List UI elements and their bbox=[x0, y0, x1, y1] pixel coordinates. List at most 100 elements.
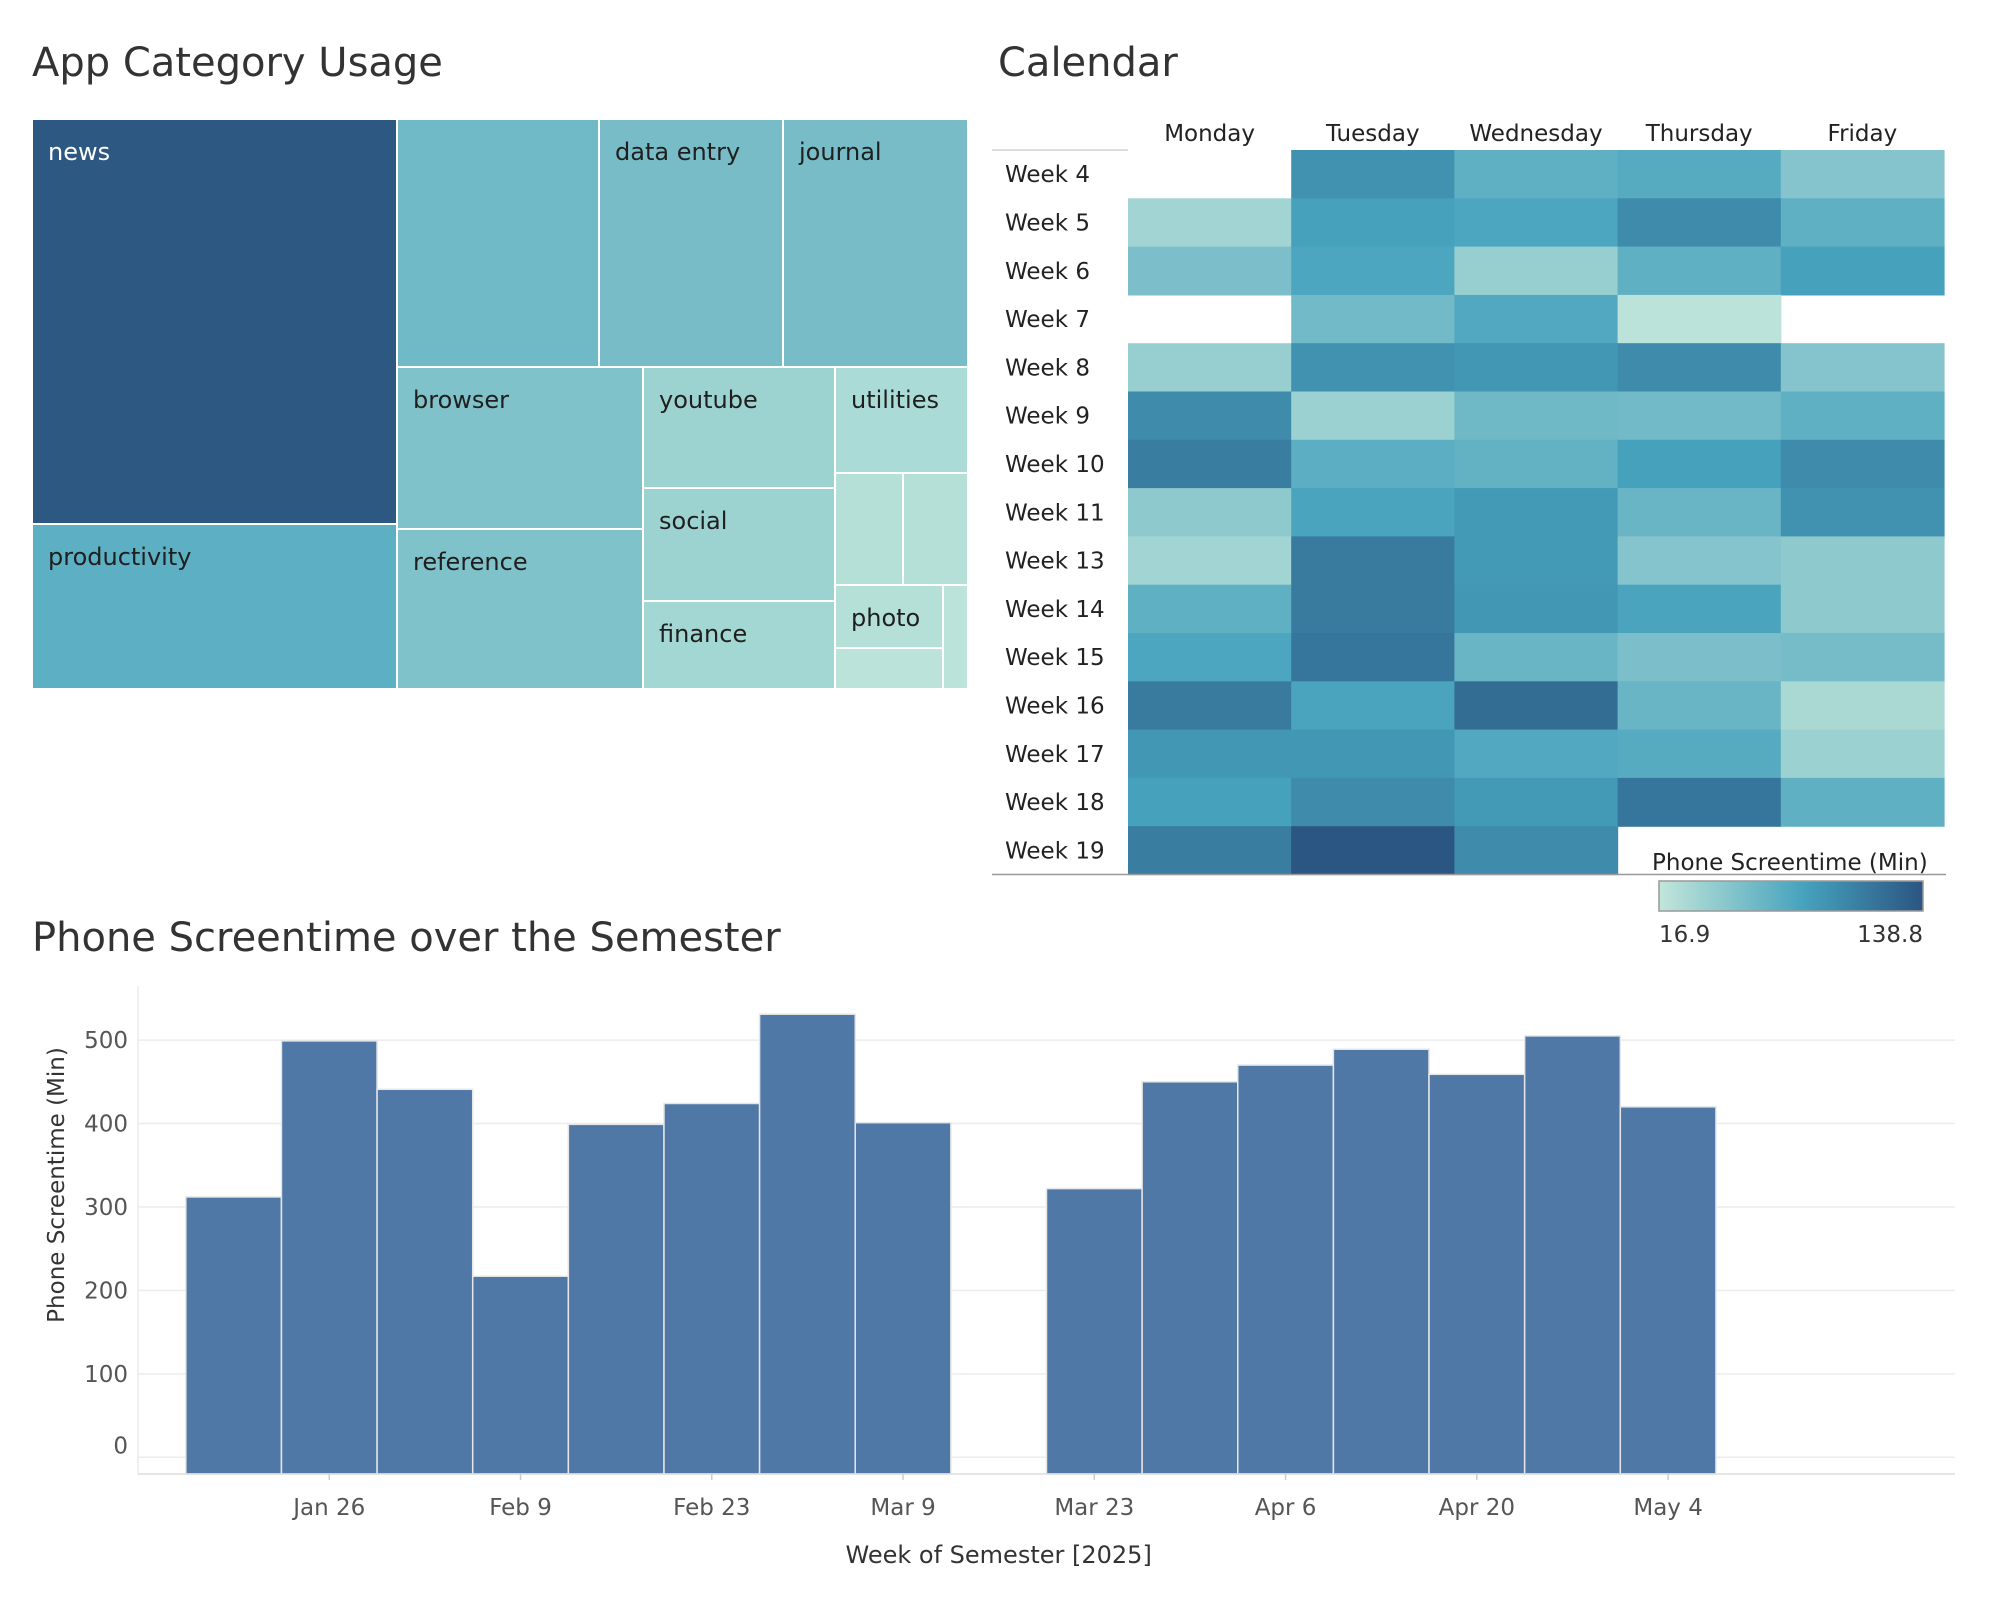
calendar-cell[interactable] bbox=[1291, 584, 1455, 634]
screentime-bar[interactable] bbox=[1428, 1073, 1526, 1475]
calendar-cell[interactable] bbox=[1780, 536, 1945, 586]
screentime-bar[interactable] bbox=[376, 1088, 474, 1475]
calendar-cell[interactable] bbox=[1617, 488, 1782, 537]
calendar-cell[interactable] bbox=[1291, 633, 1455, 682]
calendar-cell[interactable] bbox=[1128, 826, 1292, 876]
calendar-cell[interactable] bbox=[1617, 294, 1782, 344]
screentime-bar[interactable] bbox=[1619, 1106, 1717, 1475]
calendar-cell[interactable] bbox=[1617, 439, 1782, 489]
screentime-bar[interactable] bbox=[567, 1123, 665, 1475]
calendar-cell[interactable] bbox=[1780, 246, 1945, 296]
calendar-cell[interactable] bbox=[1617, 584, 1782, 634]
treemap-tile-rect[interactable] bbox=[598, 118, 784, 368]
treemap-tile-rect[interactable] bbox=[902, 472, 969, 586]
calendar-cell[interactable] bbox=[1780, 343, 1945, 393]
calendar-cell[interactable] bbox=[1128, 681, 1292, 731]
calendar-cell[interactable] bbox=[1617, 729, 1782, 779]
screentime-bar[interactable] bbox=[854, 1121, 952, 1475]
calendar-cell[interactable] bbox=[1454, 681, 1619, 731]
calendar-cell[interactable] bbox=[1128, 198, 1292, 248]
treemap-tile[interactable]: reference bbox=[396, 528, 644, 690]
calendar-cell[interactable] bbox=[1780, 584, 1945, 634]
screentime-bar[interactable] bbox=[1332, 1048, 1430, 1475]
calendar-cell[interactable] bbox=[1291, 150, 1455, 199]
calendar-cell[interactable] bbox=[1617, 150, 1782, 199]
calendar-cell[interactable] bbox=[1291, 681, 1455, 731]
treemap-tile[interactable]: data entry bbox=[598, 118, 784, 368]
treemap-tile[interactable] bbox=[902, 472, 969, 586]
calendar-cell[interactable] bbox=[1780, 198, 1945, 248]
calendar-cell[interactable] bbox=[1128, 536, 1292, 586]
calendar-cell[interactable] bbox=[1617, 343, 1782, 393]
calendar-cell[interactable] bbox=[1454, 826, 1619, 876]
treemap-tile-rect[interactable] bbox=[396, 118, 600, 368]
calendar-cell[interactable] bbox=[1780, 633, 1945, 682]
treemap-tile-rect[interactable] bbox=[396, 528, 644, 690]
treemap-tile[interactable] bbox=[834, 647, 944, 690]
calendar-cell[interactable] bbox=[1128, 488, 1292, 537]
calendar-cell[interactable] bbox=[1291, 294, 1455, 344]
calendar-cell[interactable] bbox=[1291, 246, 1455, 296]
calendar-cell[interactable] bbox=[1780, 681, 1945, 731]
calendar-cell[interactable] bbox=[1454, 246, 1619, 296]
screentime-bar[interactable] bbox=[471, 1275, 570, 1475]
calendar-cell[interactable] bbox=[1454, 294, 1619, 344]
calendar-cell[interactable] bbox=[1454, 198, 1619, 248]
calendar-cell[interactable] bbox=[1128, 246, 1292, 296]
calendar-cell[interactable] bbox=[1454, 391, 1619, 441]
calendar-cell[interactable] bbox=[1128, 391, 1292, 441]
screentime-bar[interactable] bbox=[185, 1196, 283, 1475]
calendar-cell[interactable] bbox=[1454, 488, 1619, 537]
treemap-tile-rect[interactable] bbox=[31, 523, 398, 690]
calendar-cell[interactable] bbox=[1291, 729, 1455, 779]
calendar-cell[interactable] bbox=[1291, 777, 1455, 827]
calendar-cell[interactable] bbox=[1617, 777, 1782, 827]
screentime-bar[interactable] bbox=[1045, 1187, 1143, 1475]
screentime-bar[interactable] bbox=[663, 1102, 761, 1475]
screentime-bar[interactable] bbox=[758, 1013, 856, 1475]
treemap-tile-rect[interactable] bbox=[834, 647, 944, 690]
calendar-cell[interactable] bbox=[1780, 391, 1945, 441]
treemap-tile-rect[interactable] bbox=[782, 118, 969, 368]
screentime-bar[interactable] bbox=[1141, 1081, 1239, 1475]
calendar-cell[interactable] bbox=[1291, 826, 1455, 876]
treemap-tile-rect[interactable] bbox=[834, 472, 904, 586]
treemap-tile[interactable]: photo bbox=[834, 584, 944, 649]
screentime-bar[interactable] bbox=[280, 1040, 378, 1475]
treemap-tile[interactable]: finance bbox=[642, 600, 836, 690]
treemap-tile-rect[interactable] bbox=[642, 366, 836, 489]
calendar-cell[interactable] bbox=[1780, 777, 1945, 827]
screentime-bar[interactable] bbox=[1237, 1064, 1335, 1475]
treemap-tile[interactable] bbox=[396, 118, 600, 368]
calendar-cell[interactable] bbox=[1291, 488, 1455, 537]
calendar-cell[interactable] bbox=[1454, 584, 1619, 634]
screentime-bar[interactable] bbox=[1523, 1035, 1622, 1475]
calendar-cell[interactable] bbox=[1617, 681, 1782, 731]
calendar-cell[interactable] bbox=[1454, 439, 1619, 489]
calendar-cell[interactable] bbox=[1454, 633, 1619, 682]
calendar-cell[interactable] bbox=[1291, 439, 1455, 489]
calendar-cell[interactable] bbox=[1454, 343, 1619, 393]
calendar-cell[interactable] bbox=[1454, 777, 1619, 827]
treemap-tile-rect[interactable] bbox=[942, 584, 969, 690]
treemap-tile-rect[interactable] bbox=[834, 584, 944, 649]
calendar-cell[interactable] bbox=[1780, 729, 1945, 779]
calendar-cell[interactable] bbox=[1291, 536, 1455, 586]
calendar-cell[interactable] bbox=[1617, 246, 1782, 296]
calendar-cell[interactable] bbox=[1617, 536, 1782, 586]
calendar-cell[interactable] bbox=[1454, 536, 1619, 586]
calendar-cell[interactable] bbox=[1617, 391, 1782, 441]
calendar-cell[interactable] bbox=[1780, 150, 1945, 199]
calendar-cell[interactable] bbox=[1454, 729, 1619, 779]
treemap-tile[interactable] bbox=[834, 472, 904, 586]
calendar-cell[interactable] bbox=[1617, 633, 1782, 682]
calendar-cell[interactable] bbox=[1780, 439, 1945, 489]
treemap-tile-rect[interactable] bbox=[642, 600, 836, 690]
calendar-cell[interactable] bbox=[1128, 584, 1292, 634]
calendar-cell[interactable] bbox=[1128, 439, 1292, 489]
calendar-cell[interactable] bbox=[1291, 343, 1455, 393]
calendar-cell[interactable] bbox=[1291, 198, 1455, 248]
treemap-tile[interactable]: productivity bbox=[31, 523, 398, 690]
treemap-tile[interactable] bbox=[942, 584, 969, 690]
calendar-cell[interactable] bbox=[1454, 150, 1619, 199]
